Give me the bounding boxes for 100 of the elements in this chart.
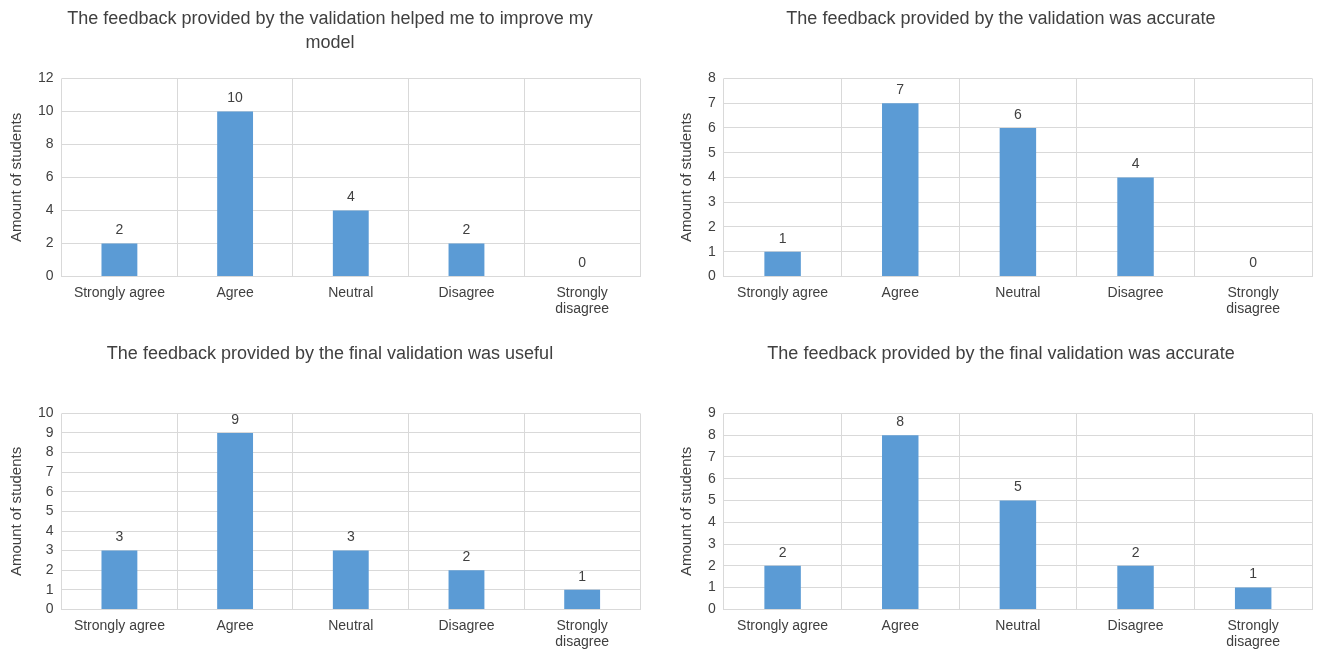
chart-title: The feedback provided by the validation helped me to improve my model (66, 7, 594, 54)
data-label: 10 (227, 89, 244, 106)
y-axis-title: Amount of students (7, 112, 25, 243)
data-label: 3 (346, 528, 355, 545)
chart-title: The feedback provided by the final validation was accurate (766, 342, 1236, 365)
chart-title: The feedback provided by the validation was accurate (785, 7, 1217, 30)
bar (217, 111, 254, 276)
x-tick-label: Agree (881, 616, 920, 633)
x-tick-label: Neutral (328, 283, 374, 300)
x-tick-label: Disagree (1107, 616, 1164, 633)
y-tick-label: 8 (707, 426, 716, 443)
data-label: 4 (346, 188, 355, 205)
x-tick-label: Strongly disagree (555, 283, 610, 317)
y-tick-label: 1 (45, 580, 54, 597)
bar (1117, 177, 1154, 276)
x-tick-label: Strongly disagree (555, 616, 610, 650)
y-tick-label: 8 (707, 69, 716, 86)
y-tick-label: 2 (707, 556, 716, 573)
bar (332, 210, 369, 276)
y-tick-label: 10 (37, 102, 54, 119)
y-tick-label: 6 (45, 482, 54, 499)
y-tick-label: 3 (45, 541, 54, 558)
y-tick-label: 12 (37, 69, 54, 86)
chart-title: The feedback provided by the final validation was useful (105, 342, 555, 365)
bar (1117, 565, 1154, 609)
data-label: 5 (1013, 478, 1022, 495)
y-tick-label: 0 (45, 600, 54, 617)
y-axis-title: Amount of students (7, 446, 25, 577)
y-tick-label: 8 (45, 135, 54, 152)
y-tick-label: 9 (707, 404, 716, 421)
y-tick-label: 5 (45, 502, 54, 519)
x-tick-label: Neutral (995, 283, 1041, 300)
y-tick-label: 5 (707, 143, 716, 160)
x-tick-label: Neutral (328, 616, 374, 633)
bar (448, 243, 485, 276)
y-tick-label: 1 (707, 242, 716, 259)
x-tick-label: Agree (216, 283, 254, 300)
y-tick-label: 6 (45, 168, 54, 185)
bar (882, 103, 919, 276)
bar (1234, 587, 1272, 609)
y-axis-title: Amount of students (677, 446, 695, 577)
x-tick-label: Neutral (995, 616, 1041, 633)
bar (764, 565, 801, 609)
data-label: 1 (578, 567, 587, 584)
y-tick-label: 4 (707, 168, 716, 185)
bar (448, 570, 485, 609)
data-label: 2 (462, 548, 471, 565)
x-tick-label: Strongly agree (73, 616, 166, 633)
y-tick-label: 4 (707, 513, 716, 530)
bar (564, 589, 601, 609)
data-label: 9 (231, 410, 240, 427)
bar (332, 550, 369, 609)
y-tick-label: 6 (707, 469, 716, 486)
bar (101, 550, 138, 609)
x-tick-label: Strongly disagree (1226, 283, 1281, 317)
bar (217, 433, 254, 609)
y-tick-label: 0 (707, 267, 716, 284)
data-label: 7 (896, 81, 905, 98)
x-tick-label: Agree (216, 616, 254, 633)
y-axis-title: Amount of students (677, 112, 695, 243)
data-label: 1 (1249, 565, 1258, 582)
x-tick-label: Strongly agree (737, 616, 829, 633)
bar (101, 243, 138, 276)
y-tick-label: 4 (45, 521, 54, 538)
x-tick-label: Agree (881, 283, 920, 300)
bar (764, 251, 801, 276)
data-label: 2 (778, 543, 787, 560)
y-tick-label: 5 (707, 491, 716, 508)
data-label: 1 (778, 229, 787, 246)
y-tick-label: 10 (37, 404, 54, 421)
y-tick-label: 8 (45, 443, 54, 460)
x-tick-label: Disagree (1107, 283, 1164, 300)
data-label: 2 (1131, 543, 1140, 560)
data-label: 8 (896, 413, 905, 430)
data-label: 2 (115, 221, 124, 238)
y-tick-label: 7 (45, 463, 54, 480)
x-tick-label: Strongly agree (737, 283, 829, 300)
y-tick-label: 1 (707, 578, 716, 595)
y-tick-label: 4 (45, 201, 54, 218)
y-tick-label: 3 (707, 534, 716, 551)
y-tick-label: 3 (707, 193, 716, 210)
y-tick-label: 0 (45, 267, 54, 284)
x-tick-label: Strongly disagree (1226, 616, 1281, 650)
x-tick-label: Strongly agree (73, 283, 166, 300)
y-tick-label: 7 (707, 447, 716, 464)
y-tick-label: 2 (707, 217, 716, 234)
x-tick-label: Disagree (438, 283, 495, 300)
y-tick-label: 6 (707, 118, 716, 135)
data-label: 3 (115, 528, 124, 545)
x-tick-label: Disagree (438, 616, 495, 633)
data-label: 2 (462, 221, 471, 238)
data-label: 6 (1013, 105, 1022, 122)
y-tick-label: 7 (707, 94, 716, 111)
bar (999, 127, 1037, 276)
data-label: 4 (1131, 155, 1140, 172)
bar (882, 435, 919, 609)
y-tick-label: 9 (45, 423, 54, 440)
data-label: 0 (578, 254, 587, 271)
data-label: 0 (1249, 254, 1258, 271)
bar (999, 500, 1037, 609)
